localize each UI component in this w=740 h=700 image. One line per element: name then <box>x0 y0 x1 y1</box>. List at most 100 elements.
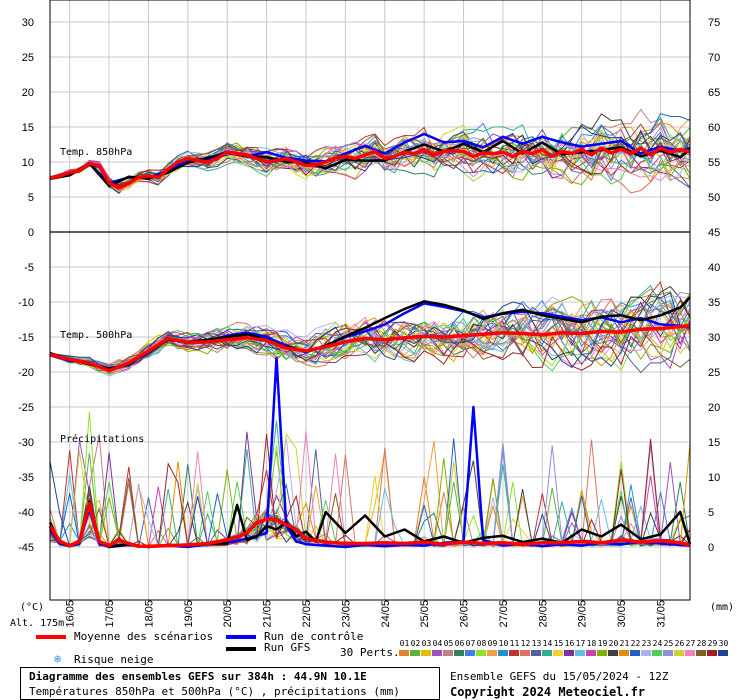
right-tick-label: 65 <box>708 87 720 99</box>
footer-title-box: Diagramme des ensembles GEFS sur 384h : … <box>20 667 440 700</box>
date-tick-label: 29/05 <box>577 600 589 628</box>
member-number-29: 29 <box>707 639 718 648</box>
date-tick-label: 19/05 <box>183 600 195 628</box>
left-tick-label: 25 <box>22 52 34 64</box>
right-tick-label: 45 <box>708 227 720 239</box>
run-info: Ensemble GEFS du 15/05/2024 - 12Z <box>450 670 669 683</box>
member-number-14: 14 <box>542 639 553 648</box>
member-number-27: 27 <box>685 639 696 648</box>
date-tick-label: 24/05 <box>380 600 392 628</box>
left-tick-label: -40 <box>18 507 34 519</box>
right-tick-label: 25 <box>708 367 720 379</box>
left-tick-label: 15 <box>22 122 34 134</box>
date-tick-label: 16/05 <box>65 600 77 628</box>
member-number-02: 02 <box>410 639 421 648</box>
snowflake-icon: ❄ <box>54 652 62 666</box>
member-number-08: 08 <box>476 639 487 648</box>
member-number-23: 23 <box>641 639 652 648</box>
member-swatch-26 <box>674 650 684 656</box>
right-tick-label: 75 <box>708 17 720 29</box>
legend-mean-label: Moyenne des scénarios <box>74 630 214 643</box>
mean-line-panel-2 <box>49 324 691 373</box>
ensemble-member-24 <box>49 481 690 548</box>
left-unit-label: (°C) <box>20 602 44 613</box>
member-number-19: 19 <box>597 639 608 648</box>
member-number-28: 28 <box>696 639 707 648</box>
panel-label-precip: Précipitations <box>60 433 144 445</box>
member-number-30: 30 <box>718 639 729 648</box>
member-number-03: 03 <box>421 639 432 648</box>
member-number-04: 04 <box>432 639 443 648</box>
member-number-09: 09 <box>487 639 498 648</box>
member-number-05: 05 <box>443 639 454 648</box>
legend-perts-label: 30 Perts. <box>340 646 400 659</box>
member-swatch-04 <box>432 650 442 656</box>
member-number-01: 01 <box>399 639 410 648</box>
date-tick-label: 28/05 <box>537 600 549 628</box>
right-tick-label: 40 <box>708 262 720 274</box>
legend-control-label: Run de contrôle <box>264 630 364 643</box>
altitude-label: Alt. 175m <box>10 618 64 629</box>
member-swatch-13 <box>531 650 541 656</box>
member-swatch-10 <box>498 650 508 656</box>
left-tick-label: 30 <box>22 17 34 29</box>
ensemble-member-21 <box>49 302 691 373</box>
member-swatch-22 <box>630 650 640 656</box>
right-tick-label: 20 <box>708 402 720 414</box>
member-swatch-23 <box>641 650 651 656</box>
right-tick-label: 30 <box>708 332 720 344</box>
panel-label-500: Temp. 500hPa <box>60 330 132 341</box>
member-swatch-17 <box>575 650 585 656</box>
right-tick-label: 50 <box>708 192 720 204</box>
legend-snow-label: Risque neige <box>74 653 154 666</box>
date-tick-label: 22/05 <box>301 600 313 628</box>
left-tick-label: 20 <box>22 87 34 99</box>
date-tick-label: 21/05 <box>262 600 274 628</box>
footer-subtitle: Températures 850hPa et 500hPa (°C) , pré… <box>29 685 400 698</box>
member-swatch-02 <box>410 650 420 656</box>
member-number-13: 13 <box>531 639 542 648</box>
right-unit-label: (mm) <box>710 602 734 613</box>
right-tick-label: 0 <box>708 542 714 554</box>
right-tick-label: 5 <box>708 507 714 519</box>
member-number-07: 07 <box>465 639 476 648</box>
member-number-11: 11 <box>509 639 520 648</box>
member-swatch-30 <box>718 650 728 656</box>
date-tick-label: 18/05 <box>143 600 155 628</box>
ensemble-member-10 <box>49 484 691 547</box>
legend-control-swatch <box>226 635 256 639</box>
date-tick-label: 23/05 <box>340 600 352 628</box>
ensemble-member-27 <box>49 309 691 373</box>
member-number-21: 21 <box>619 639 630 648</box>
member-swatch-05 <box>443 650 453 656</box>
left-tick-label: -10 <box>18 297 34 309</box>
member-swatch-15 <box>553 650 563 656</box>
member-number-20: 20 <box>608 639 619 648</box>
date-tick-label: 27/05 <box>498 600 510 628</box>
member-number-15: 15 <box>553 639 564 648</box>
ensemble-member-29 <box>49 129 691 186</box>
right-tick-label: 10 <box>708 472 720 484</box>
left-tick-label: -20 <box>18 367 34 379</box>
member-swatch-08 <box>476 650 486 656</box>
member-number-24: 24 <box>652 639 663 648</box>
member-number-16: 16 <box>564 639 575 648</box>
left-tick-label: -15 <box>18 332 34 344</box>
member-swatch-14 <box>542 650 552 656</box>
footer-title: Diagramme des ensembles GEFS sur 384h : … <box>29 670 367 683</box>
right-tick-label: 70 <box>708 52 720 64</box>
member-swatch-12 <box>520 650 530 656</box>
gfs-line-panel-3 <box>48 500 692 549</box>
ensemble-chart: 302520151050-5-10-15-20-25-30-35-40-4575… <box>10 0 734 629</box>
member-number-12: 12 <box>520 639 531 648</box>
member-number-26: 26 <box>674 639 685 648</box>
member-swatch-25 <box>663 650 673 656</box>
control-line-panel-1 <box>49 132 691 185</box>
member-number-18: 18 <box>586 639 597 648</box>
mean-line-panel-1 <box>49 146 691 190</box>
member-swatch-28 <box>696 650 706 656</box>
right-tick-label: 55 <box>708 157 720 169</box>
member-swatch-18 <box>586 650 596 656</box>
date-tick-label: 30/05 <box>616 600 628 628</box>
control-line-panel-3 <box>48 356 691 549</box>
